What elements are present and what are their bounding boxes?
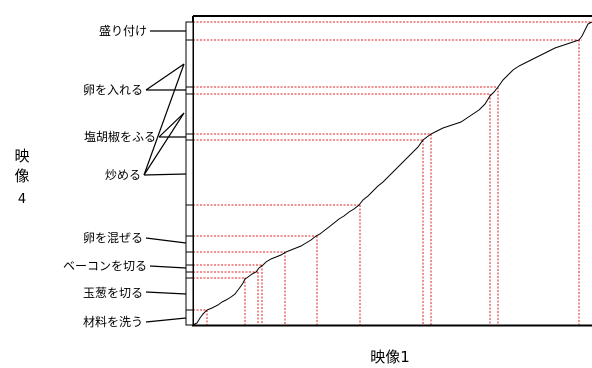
leader-line: [145, 317, 187, 323]
leader-line: [145, 291, 187, 295]
segment-box: [185, 204, 194, 237]
segment-box: [185, 133, 194, 141]
segment-box: [185, 309, 194, 326]
segment-box: [185, 39, 194, 88]
segment-box: [185, 235, 194, 253]
leader-line: [145, 237, 187, 244]
segment-box: [185, 251, 194, 266]
segment-box: [185, 277, 194, 311]
leader-line: [143, 173, 187, 176]
alignment-guide-lines: [193, 21, 592, 325]
leader-line: [145, 63, 185, 91]
segment-box: [185, 21, 194, 41]
step-label: 材料を洗う: [83, 315, 143, 329]
segment-markers: [185, 21, 194, 326]
step-label: 卵を入れる: [83, 83, 143, 97]
segment-box: [185, 93, 194, 135]
x-axis-title: 映像1: [370, 348, 410, 366]
leader-line: [143, 63, 185, 176]
segment-box: [185, 271, 194, 279]
step-label: 盛り付け: [99, 23, 147, 38]
segment-box: [185, 264, 194, 273]
step-label: ベーコンを切る: [63, 259, 147, 273]
plot-frame: [192, 15, 592, 327]
leader-line: [149, 265, 187, 269]
label-leader-lines: [143, 30, 187, 323]
segment-box: [185, 139, 194, 206]
step-label: 玉葱を切る: [83, 286, 143, 300]
leader-line: [143, 112, 185, 176]
step-label: 卵を混ぜる: [83, 231, 143, 245]
step-labels: 盛り付け 卵を入れる 塩胡椒をふる 炒める 卵を混ぜる ベーコンを切る 玉葱を切…: [63, 23, 156, 329]
step-label: 塩胡椒をふる: [84, 129, 156, 144]
y-axis-title-number: 4: [18, 192, 26, 207]
leader-line: [158, 112, 185, 138]
step-label: 炒める: [105, 168, 141, 182]
y-axis-title-char: 映: [14, 147, 29, 165]
alignment-path: [192, 21, 592, 326]
y-axis-title-char: 像: [14, 167, 29, 185]
segment-box: [185, 86, 194, 95]
